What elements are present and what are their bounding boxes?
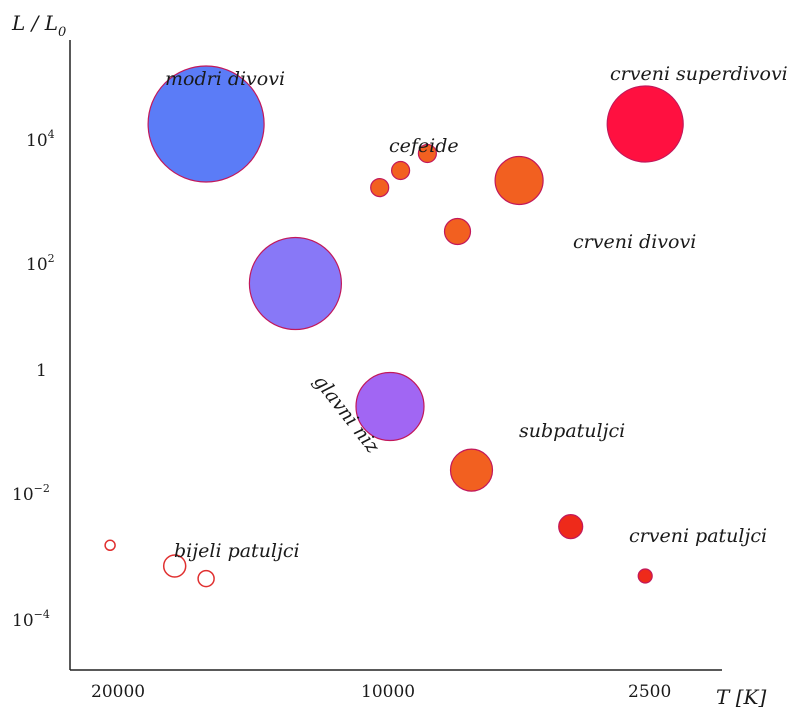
x-tick-label: 20000: [91, 682, 145, 702]
star-bubble: [637, 568, 653, 584]
y-tick-base: 10: [26, 131, 48, 151]
y-axis-label-text: L / L: [11, 11, 58, 35]
y-tick-label: 10−4: [12, 608, 50, 631]
y-axis-label-sub: 0: [58, 25, 66, 40]
star-bubble: [104, 539, 116, 552]
annotation-crveni-patuljci: crveni patuljci: [629, 525, 767, 547]
y-tick-exp: 2: [48, 252, 55, 265]
x-tick-label: 10000: [361, 682, 415, 702]
y-tick-base: 10: [12, 611, 34, 631]
star-bubble: [443, 217, 472, 246]
y-tick-exp: 4: [48, 128, 55, 141]
star-bubble: [355, 371, 425, 442]
y-tick-labels: 104 102 1 10−2 10−4: [12, 128, 55, 631]
star-bubble: [162, 554, 187, 578]
star-bubble: [147, 65, 265, 183]
y-tick-exp: −2: [34, 482, 50, 495]
star-bubble: [248, 236, 342, 331]
y-tick-label: 102: [26, 252, 55, 275]
star-bubble: [558, 513, 584, 540]
annotation-crveni-superdivovi: crveni superdivovi: [610, 63, 788, 85]
y-tick-label: 1: [36, 361, 47, 381]
annotation-subpatuljci: subpatuljci: [519, 420, 625, 442]
star-bubble: [197, 569, 215, 588]
annotation-bijeli-patuljci: bijeli patuljci: [174, 540, 300, 562]
y-tick-label: 104: [26, 128, 55, 151]
star-bubble: [494, 155, 544, 206]
star-bubble: [449, 448, 494, 492]
star-bubbles: [104, 65, 684, 588]
annotation-crveni-divovi: crveni divovi: [573, 231, 696, 253]
y-tick-base: 10: [26, 255, 48, 275]
star-bubble: [417, 143, 437, 164]
y-tick-base: 10: [12, 485, 34, 505]
y-axis-label: L / L0: [11, 11, 66, 40]
annotation-modri-divovi: modri divovi: [165, 68, 285, 90]
x-tick-label: 2500: [628, 682, 671, 702]
star-bubble: [370, 178, 390, 198]
star-bubble: [606, 85, 684, 163]
x-tick-labels: 20000 10000 2500: [91, 682, 671, 702]
x-axis-label: T [K]: [716, 685, 766, 709]
star-bubble: [391, 160, 411, 181]
y-tick-label: 10−2: [12, 482, 50, 505]
y-tick-exp: −4: [34, 608, 50, 621]
y-tick-base: 1: [36, 361, 47, 381]
annotation-cefeide: cefeide: [389, 135, 459, 157]
